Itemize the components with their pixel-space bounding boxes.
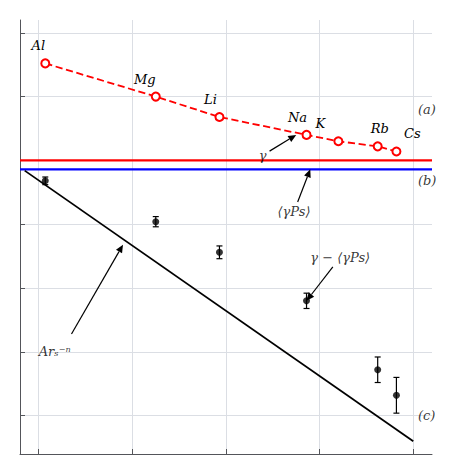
svg-text:Li: Li — [203, 92, 217, 107]
svg-text:γ: γ — [259, 148, 267, 163]
svg-text:(c): (c) — [418, 408, 435, 423]
svg-text:(b): (b) — [418, 173, 436, 188]
svg-text:Rb: Rb — [370, 121, 389, 136]
svg-text:Arₛ⁻ⁿ: Arₛ⁻ⁿ — [38, 344, 71, 359]
svg-text:K: K — [315, 116, 327, 131]
svg-text:(a): (a) — [418, 102, 436, 117]
svg-text:Cs: Cs — [404, 126, 421, 141]
svg-text:γ − ⟨γPs⟩: γ − ⟨γPs⟩ — [310, 250, 370, 265]
svg-text:⟨γPs⟩: ⟨γPs⟩ — [278, 204, 311, 219]
svg-text:Na: Na — [287, 110, 307, 125]
svg-text:Mg: Mg — [133, 72, 156, 87]
svg-text:Al: Al — [31, 38, 46, 53]
